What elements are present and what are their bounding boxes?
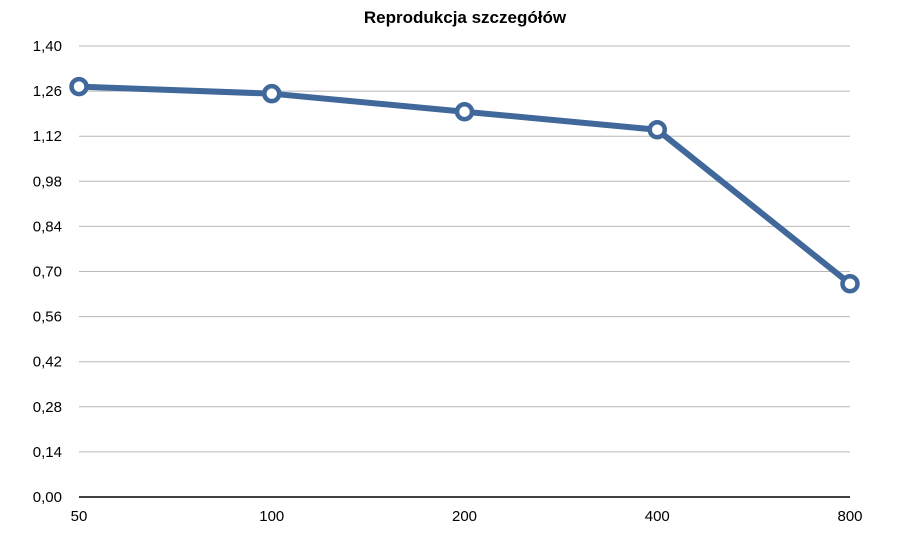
y-tick-label: 1,26 xyxy=(33,83,62,100)
y-axis-ticks: 0,00 0,14 0,28 0,42 0,56 0,70 0,84 0,98 1,12 1,26… xyxy=(33,38,62,506)
chart-title: Reprodukcja szczegółów xyxy=(363,8,567,27)
y-tick-label: 0,56 xyxy=(33,309,62,326)
x-tick-label: 800 xyxy=(837,508,862,525)
data-point xyxy=(454,101,475,122)
y-tick-label: 0,84 xyxy=(33,218,62,235)
series xyxy=(69,76,860,294)
y-tick-label: 0,98 xyxy=(33,173,62,190)
y-tick-label: 0,00 xyxy=(33,489,62,506)
x-axis-ticks: 50 100 200 400 800 xyxy=(71,508,863,525)
data-point xyxy=(840,273,860,294)
data-point xyxy=(262,83,282,104)
data-point xyxy=(647,120,667,140)
y-tick-label: 1,12 xyxy=(33,128,62,145)
y-tick-label: 0,28 xyxy=(33,399,62,416)
y-tick-label: 1,40 xyxy=(33,38,62,55)
y-tick-label: 0,42 xyxy=(33,354,62,371)
y-tick-label: 0,70 xyxy=(33,264,62,281)
x-tick-label: 400 xyxy=(645,508,670,525)
data-point xyxy=(69,76,89,97)
x-tick-label: 200 xyxy=(452,508,477,525)
y-tick-label: 0,14 xyxy=(33,444,62,461)
x-tick-label: 50 xyxy=(71,508,88,525)
x-tick-label: 100 xyxy=(259,508,284,525)
